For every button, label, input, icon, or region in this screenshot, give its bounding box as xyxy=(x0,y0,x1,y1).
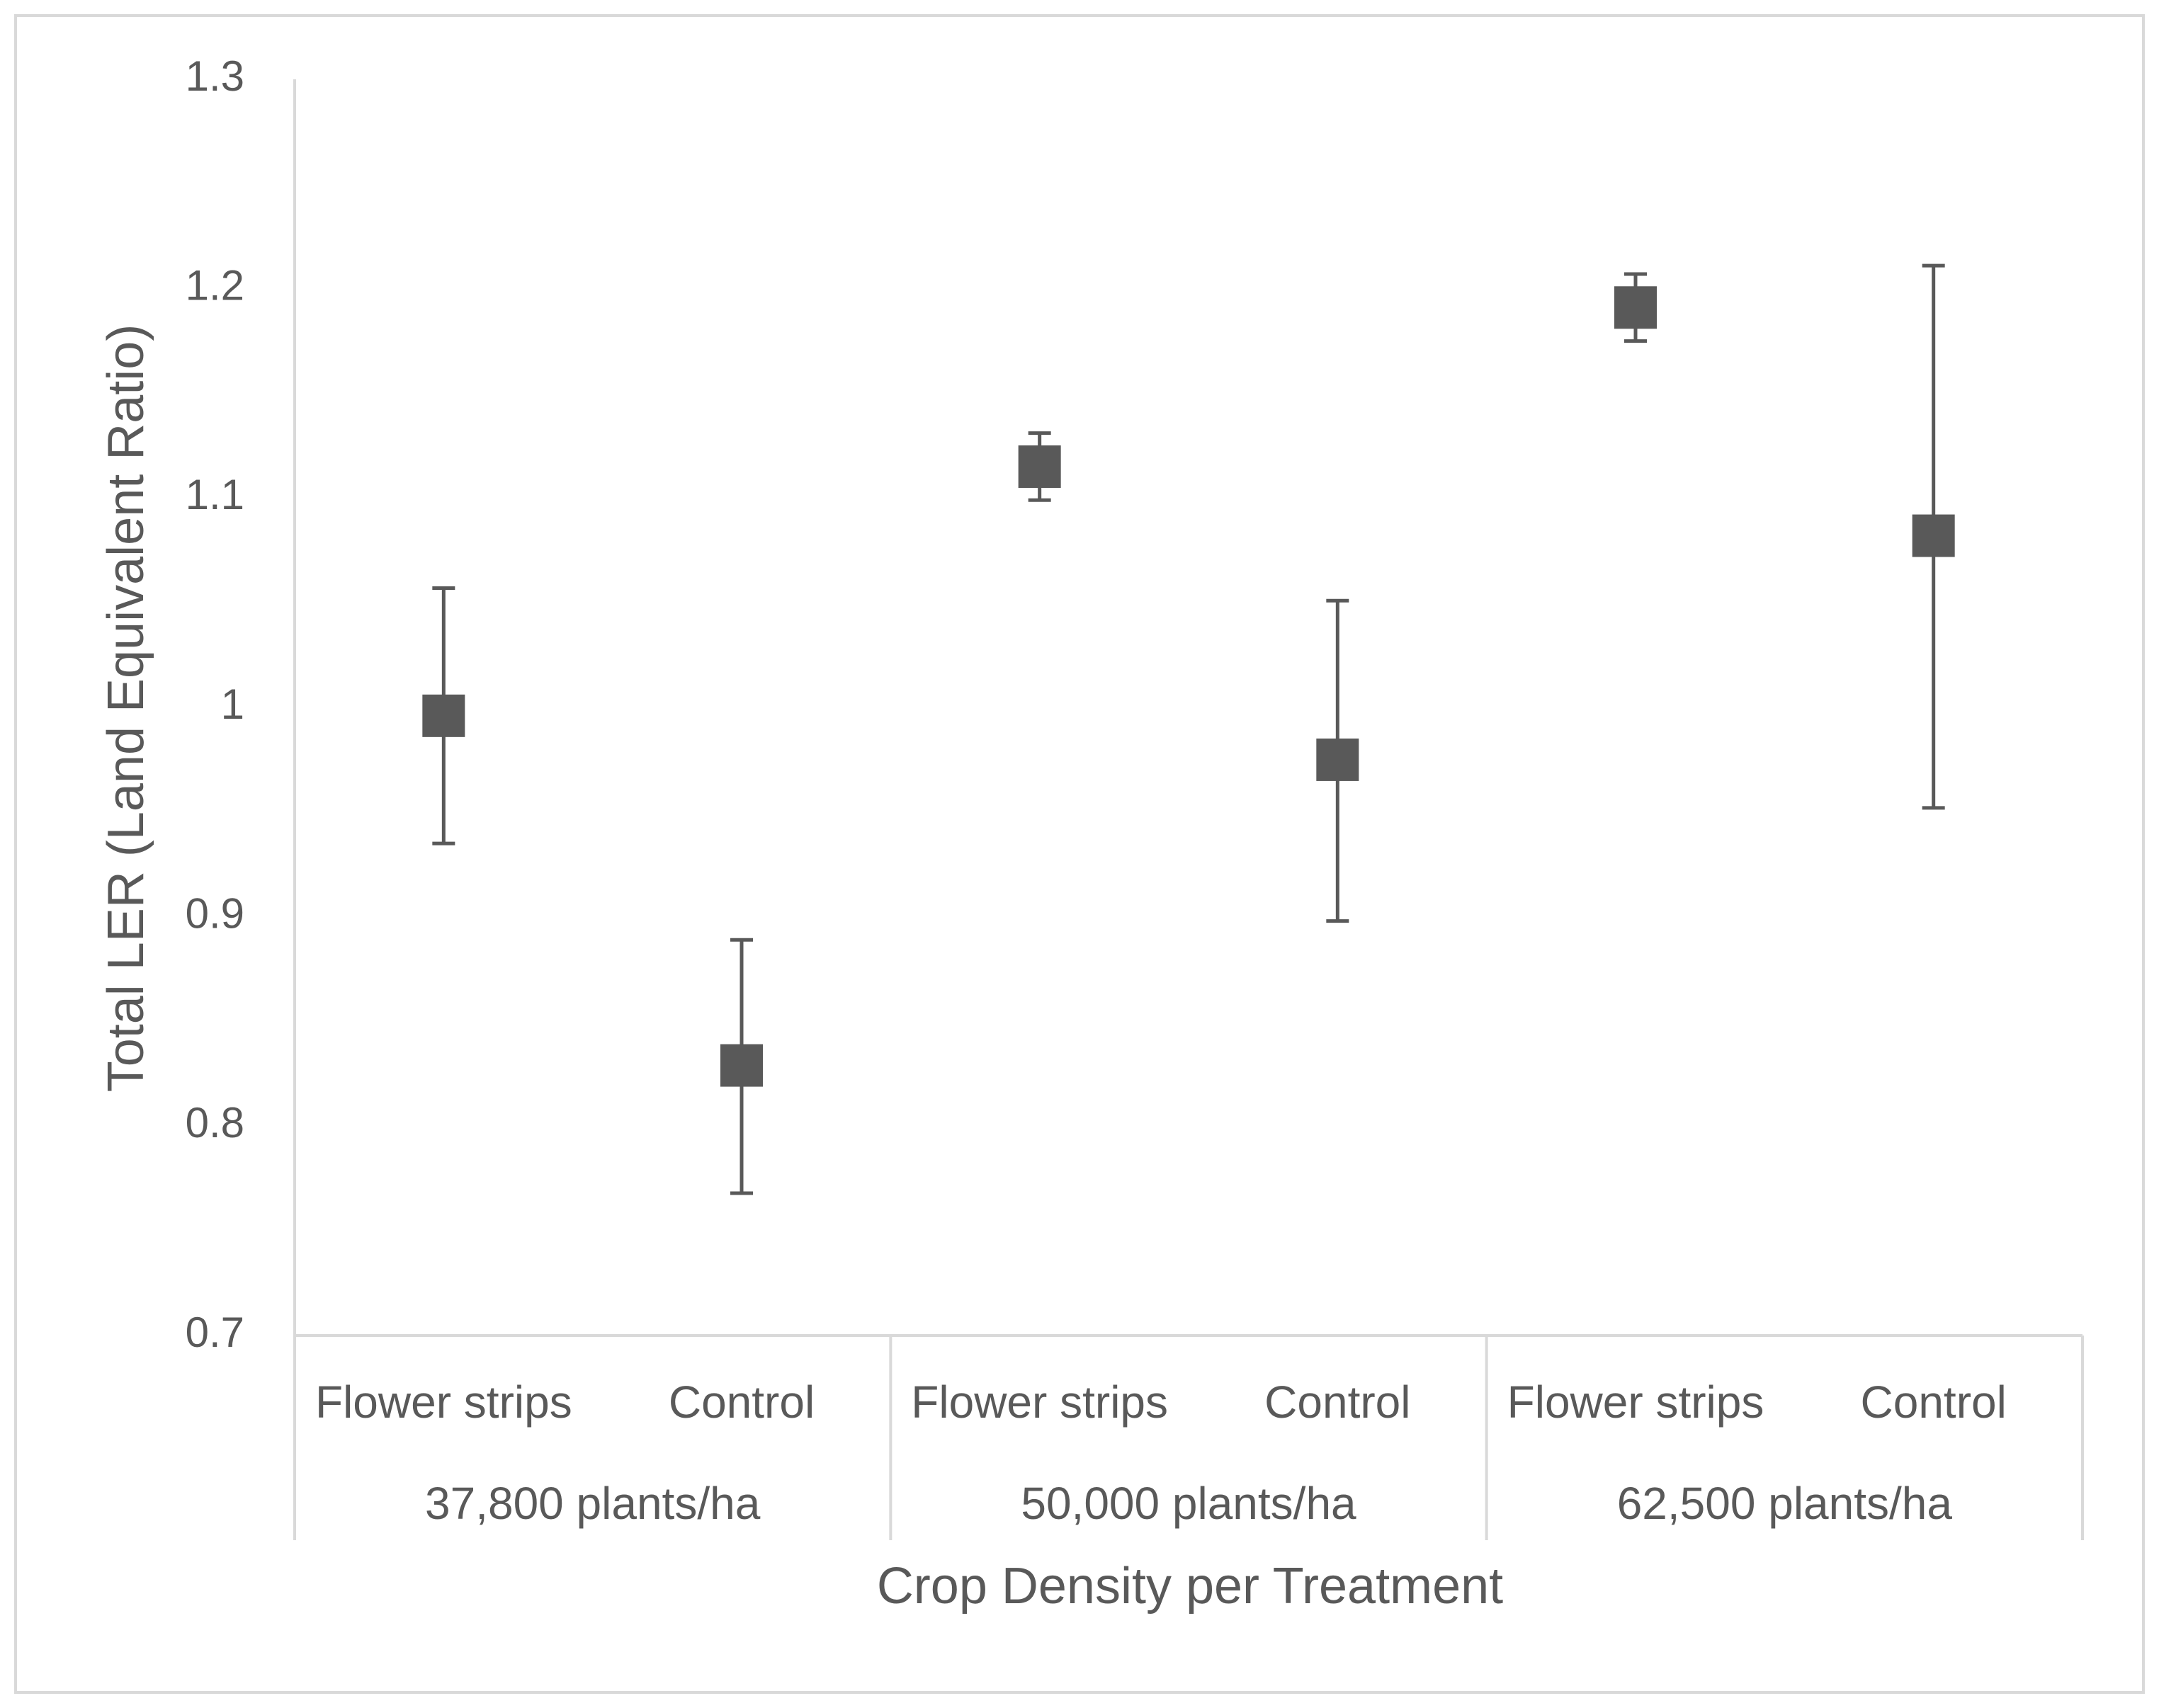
y-tick-label: 1.1 xyxy=(186,471,244,518)
category-label: Flower strips xyxy=(1507,1377,1764,1428)
x-axis-title: Crop Density per Treatment xyxy=(877,1558,1503,1615)
y-axis-title: Total LER (Land Equivalent Ratio) xyxy=(98,324,154,1093)
data-point-marker xyxy=(1614,286,1657,329)
category-label: Flower strips xyxy=(315,1377,572,1428)
y-tick-label: 0.8 xyxy=(186,1099,244,1146)
chart-frame xyxy=(14,14,2145,1694)
group-label: 37,800 plants/ha xyxy=(425,1478,761,1529)
data-point-marker xyxy=(1912,514,1955,557)
data-point-marker xyxy=(422,694,465,737)
category-label: Flower strips xyxy=(911,1377,1168,1428)
axes-layer xyxy=(293,79,2084,1540)
data-point-marker xyxy=(1316,738,1359,781)
y-tick-label: 1 xyxy=(221,681,244,728)
group-label: 50,000 plants/ha xyxy=(1021,1478,1356,1529)
category-label: Control xyxy=(669,1377,815,1428)
category-label: Control xyxy=(1264,1377,1410,1428)
data-point-marker xyxy=(720,1044,763,1087)
data-points xyxy=(422,263,1955,1195)
y-tick-label: 0.9 xyxy=(186,890,244,938)
category-label: Control xyxy=(1861,1377,2007,1428)
category-labels: Flower strips Control Flower strips Control… xyxy=(315,1377,2007,1529)
data-point-marker xyxy=(1018,445,1061,488)
y-tick-labels: 0.7 0.8 0.9 1 1.1 1.2 1.3 xyxy=(186,52,244,1356)
y-tick-label: 1.3 xyxy=(186,52,244,100)
group-label: 62,500 plants/ha xyxy=(1617,1478,1953,1529)
y-tick-label: 1.2 xyxy=(186,262,244,309)
y-tick-label: 0.7 xyxy=(186,1309,244,1356)
